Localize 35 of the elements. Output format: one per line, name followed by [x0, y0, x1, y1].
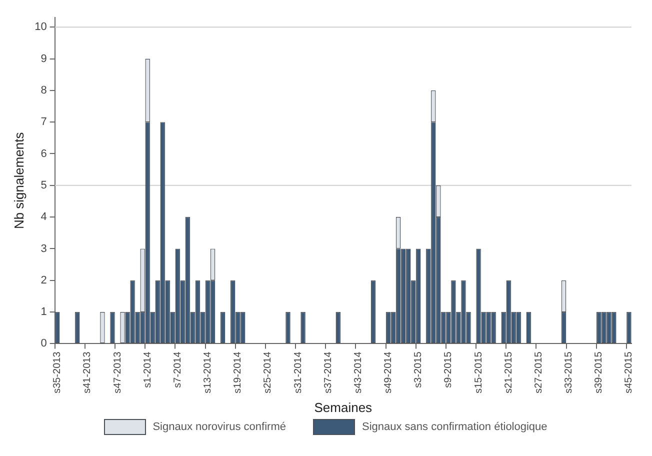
y-tick-label: 2 [40, 274, 47, 286]
x-tick-label: s43-2014 [352, 351, 364, 394]
x-tick-label: s35-2013 [52, 351, 64, 394]
x-tick-label: s47-2013 [112, 351, 124, 394]
x-tick-label: s7-2014 [172, 351, 184, 388]
x-tick-label: s45-2015 [624, 351, 635, 394]
x-tick-label: s33-2015 [564, 351, 575, 394]
y-tick-label: 10 [34, 21, 47, 34]
y-axis-title: Nb signalements [11, 132, 26, 230]
x-axis-title: Semaines [314, 400, 373, 415]
x-tick-label: s27-2015 [533, 351, 544, 394]
legend-label: Signaux norovirus confirmé [152, 421, 286, 433]
x-tick-label: s39-2015 [594, 351, 605, 394]
y-tick-label: 6 [40, 148, 47, 160]
x-tick-label: s15-2015 [473, 351, 484, 394]
y-tick-label: 0 [40, 338, 47, 350]
y-tick-label: 1 [40, 306, 47, 318]
y-tick-label: 4 [40, 211, 47, 224]
y-tick-label: 9 [40, 52, 47, 65]
x-tick-label: s19-2014 [232, 351, 244, 394]
x-tick-label: s9-2015 [443, 351, 454, 388]
x-tick-label: s21-2015 [503, 351, 514, 394]
y-tick-label: 8 [40, 84, 47, 96]
x-tick-label: s13-2014 [202, 351, 214, 394]
y-tick-label: 5 [40, 179, 47, 192]
x-tick-label: s41-2013 [82, 351, 94, 394]
x-tick-label: s49-2014 [383, 351, 394, 394]
y-tick-label: 3 [40, 242, 47, 255]
x-tick-label: s1-2014 [142, 351, 154, 388]
x-tick-label: s37-2014 [322, 351, 334, 394]
x-tick-label: s25-2014 [262, 351, 274, 394]
legend-label: Signaux sans confirmation étiologique [362, 421, 548, 433]
y-tick-label: 7 [40, 116, 47, 128]
x-tick-label: s31-2014 [292, 351, 304, 394]
x-tick-label: s3-2015 [413, 351, 424, 388]
